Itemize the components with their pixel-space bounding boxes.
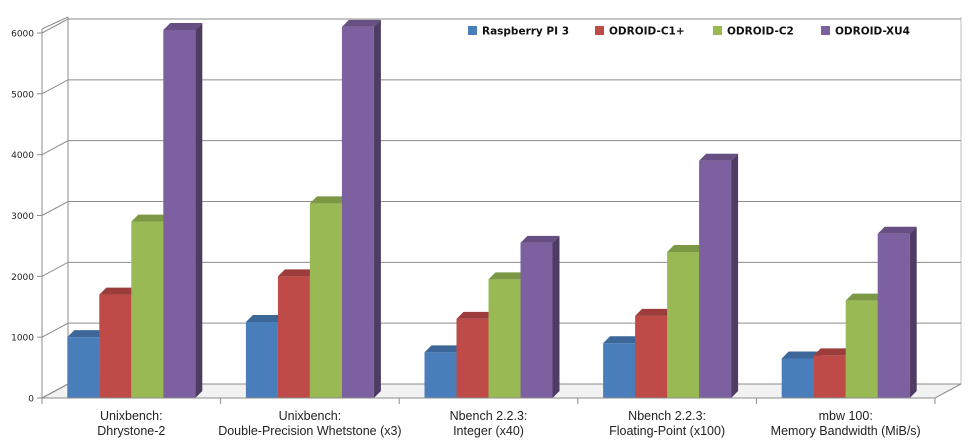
bar-top-face <box>424 345 464 353</box>
category-label: Nbench 2.2.3: <box>450 409 528 423</box>
y-tick-label: 4000 <box>11 151 34 161</box>
legend-label: ODROID-XU4 <box>835 26 910 38</box>
legend-swatch <box>713 26 722 35</box>
y-tick-label: 3000 <box>11 212 34 222</box>
bar-top-face <box>603 336 643 344</box>
legend-swatch <box>821 26 830 35</box>
bar-front-face <box>131 221 164 398</box>
y-tick-label: 1000 <box>11 334 34 344</box>
gridline <box>41 18 961 34</box>
bar-front-face <box>635 315 668 398</box>
bar-top-face <box>520 235 560 243</box>
y-tick-label: 6000 <box>11 30 34 40</box>
category-label: Floating-Point (x100) <box>609 424 725 438</box>
bar-top-face <box>781 351 821 359</box>
category-label: mbw 100: <box>819 409 873 423</box>
bar-front-face <box>488 279 521 398</box>
legend-label: ODROID-C1+ <box>609 26 685 38</box>
bar-front-face <box>67 337 100 398</box>
bar-front-face <box>309 203 342 398</box>
bar-odroid-xu4 <box>699 153 739 398</box>
bar-front-face <box>424 352 457 398</box>
bar-front-face <box>813 355 846 398</box>
y-axis: 0 1000 2000 3000 4000 5000 6000 <box>11 30 42 405</box>
bar-front-face <box>277 276 310 398</box>
bar-odroid-xu4 <box>341 19 381 399</box>
bar-front-face <box>699 160 732 398</box>
y-tick-label: 2000 <box>11 273 34 283</box>
bar-top-face <box>845 293 885 301</box>
bar-side-face <box>373 19 381 399</box>
category-label: Dhrystone-2 <box>97 424 165 438</box>
bar-top-face <box>667 245 707 252</box>
bar-top-face <box>99 287 139 295</box>
bar-top-face <box>67 330 107 338</box>
bar-top-face <box>131 214 171 222</box>
bar-front-face <box>845 300 878 398</box>
gridline <box>41 79 961 95</box>
bar-side-face <box>195 22 203 398</box>
bar-odroid-c1- <box>456 311 496 398</box>
legend-entry: ODROID-XU4 <box>821 26 910 38</box>
bar-top-face <box>813 348 853 356</box>
bar-front-face <box>245 321 278 398</box>
category-label: Unixbench: <box>100 409 163 423</box>
bar-front-face <box>603 343 636 398</box>
bar-top-face <box>456 311 496 319</box>
bar-top-face <box>163 22 203 30</box>
bar-front-face <box>163 29 196 398</box>
bar-front-face <box>341 26 374 399</box>
legend-entry: Raspberry PI 3 <box>468 26 569 38</box>
bar-top-face <box>245 314 285 322</box>
bar-side-face <box>909 226 917 398</box>
category-label: Double-Precision Whetstone (x3) <box>218 424 401 438</box>
bar-top-face <box>699 153 739 161</box>
y-tick-label: 5000 <box>11 90 34 100</box>
bar-raspberry-pi-3 <box>781 351 821 398</box>
bar-odroid-xu4 <box>877 226 917 398</box>
gridline <box>41 201 961 216</box>
gridline <box>41 261 961 277</box>
legend-entry: ODROID-C2 <box>713 26 794 38</box>
bar-top-face <box>309 196 349 204</box>
legend: Raspberry PI 3 ODROID-C1+ ODROID-C2 ODROID-… <box>468 26 910 38</box>
bar-top-face <box>877 226 917 234</box>
bar-front-face <box>520 242 553 398</box>
legend-entry: ODROID-C1+ <box>595 26 685 38</box>
bar-odroid-xu4 <box>520 235 560 398</box>
legend-swatch <box>595 26 604 35</box>
legend-swatch <box>468 26 477 35</box>
category-label: Memory Bandwidth (MiB/s) <box>771 424 921 438</box>
gridline <box>41 140 961 156</box>
side-wall-top-edge <box>41 16 69 30</box>
legend-label: ODROID-C2 <box>727 26 794 38</box>
x-axis: Unixbench:Dhrystone-2Unixbench:Double-Pr… <box>41 397 936 438</box>
category-label: Integer (x40) <box>453 424 524 438</box>
bar-front-face <box>877 233 910 398</box>
bar-odroid-xu4 <box>163 22 203 398</box>
legend-label: Raspberry PI 3 <box>482 26 569 38</box>
bar-side-face <box>552 235 560 398</box>
bar-top-face <box>488 272 528 280</box>
bar-top-face <box>635 308 675 316</box>
bar-front-face <box>781 358 814 398</box>
bar-series <box>67 19 917 399</box>
bar-front-face <box>667 252 700 398</box>
category-label: Nbench 2.2.3: <box>628 409 706 423</box>
bar-front-face <box>99 294 132 398</box>
bar-top-face <box>341 19 381 27</box>
y-tick-label: 0 <box>28 395 34 405</box>
bar-front-face <box>456 318 489 398</box>
bar-top-face <box>277 269 317 277</box>
bar-side-face <box>731 153 739 398</box>
category-label: Unixbench: <box>279 409 342 423</box>
